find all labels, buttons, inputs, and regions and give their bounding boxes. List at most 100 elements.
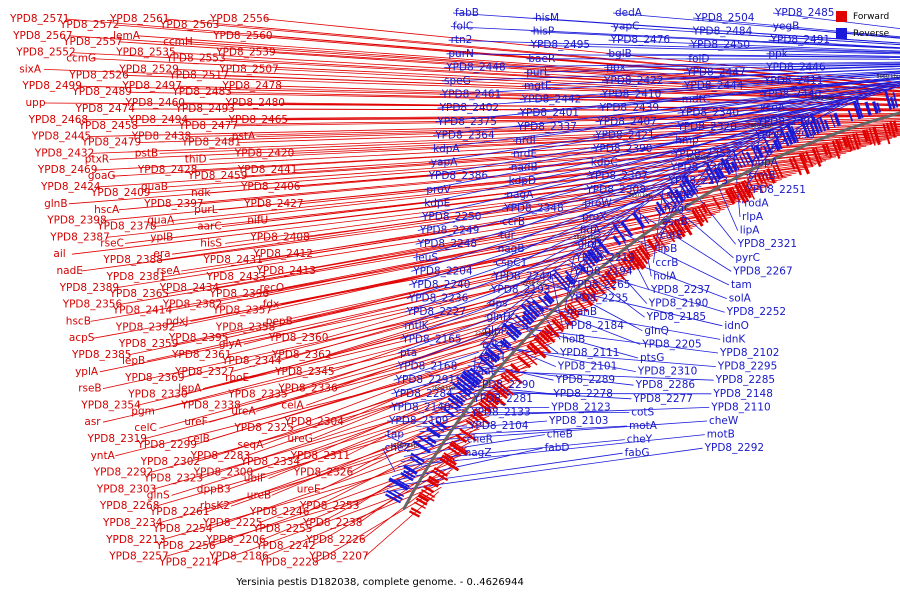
forward-gene-label: YPD8_2327: [174, 366, 234, 378]
forward-gene-label: ureF: [184, 416, 207, 428]
forward-gene-label: YPD8_2552: [15, 47, 75, 59]
reverse-gene-block: [705, 170, 715, 184]
reverse-gene-block: [522, 310, 535, 323]
forward-swatch: [836, 11, 847, 22]
reverse-gene-label: cheR: [467, 434, 493, 446]
forward-gene-block: [582, 290, 591, 300]
reverse-gene-block: [520, 304, 537, 321]
reverse-gene-label: nagZ: [465, 447, 492, 459]
reverse-gene-block: [388, 477, 409, 491]
forward-gene-label: YPD8_2420: [234, 147, 294, 159]
reverse-gene-label: hisP: [533, 26, 554, 38]
reverse-gene-label: hisM: [535, 12, 559, 24]
reverse-gene-block: [847, 109, 854, 122]
reverse-gene-label: fldA: [580, 225, 601, 237]
reverse-gene-label: YPD8_2292: [704, 442, 764, 454]
reverse-leader-line: [433, 82, 900, 136]
forward-gene-block: [585, 288, 598, 303]
reverse-gene-label: kdpE: [424, 197, 450, 209]
reverse-gene-block: [469, 367, 484, 380]
forward-gene-label: YPD8_2358: [215, 321, 275, 333]
forward-gene-block: [646, 238, 657, 251]
reverse-gene-label: manB: [567, 306, 598, 318]
reverse-gene-label: YPD8_2440: [761, 89, 821, 101]
reverse-gene-label: hmp: [675, 134, 699, 146]
forward-gene-block: [634, 247, 649, 265]
reverse-gene-block: [386, 489, 403, 501]
forward-gene-label: YPD8_2225: [202, 517, 262, 529]
forward-leader-line: [158, 428, 480, 524]
forward-gene-block: [700, 203, 708, 214]
forward-gene-label: YPD8_2292: [93, 467, 153, 479]
forward-gene-block: [831, 140, 841, 159]
reverse-gene-label: YPD8_2290: [475, 379, 535, 391]
reverse-leader-line: [564, 264, 725, 313]
reverse-leader-line: [551, 276, 563, 326]
forward-gene-label: YPD8_2238: [302, 517, 362, 529]
legend: Forward Reverse: [836, 8, 900, 42]
reverse-gene-label: rlpA: [742, 211, 764, 223]
reverse-gene-block: [809, 121, 817, 136]
reverse-gene-block: [595, 237, 610, 255]
reverse-gene-block: [772, 139, 781, 151]
reverse-gene-block: [583, 252, 596, 267]
reverse-gene-label: YPD8_2148: [712, 388, 772, 400]
reverse-gene-block: [724, 159, 735, 174]
reverse-gene-block: [612, 223, 627, 242]
forward-gene-block: [746, 178, 755, 191]
reverse-gene-label: YPD8_2307: [588, 170, 648, 182]
forward-leader-line: [327, 255, 653, 356]
reverse-gene-block: [502, 338, 512, 347]
forward-gene-block: [617, 260, 628, 273]
forward-gene-block: [889, 121, 897, 138]
forward-gene-block: [419, 492, 435, 502]
forward-gene-label: YPD8_2382: [162, 299, 222, 311]
reverse-leader-line: [638, 206, 652, 277]
forward-leader-line: [137, 35, 900, 91]
forward-gene-block: [551, 318, 565, 332]
reverse-gene-label: YPD8_2393: [754, 129, 814, 141]
forward-gene-block: [805, 151, 814, 168]
reverse-gene-block: [667, 193, 677, 207]
forward-gene-label: seqA: [238, 439, 265, 451]
forward-gene-label: YPD8_2381: [106, 271, 166, 283]
forward-gene-label: rseA: [157, 265, 181, 277]
reverse-gene-label: aat: [478, 366, 495, 378]
reverse-gene-label: pta: [400, 347, 417, 359]
reverse-gene-label: YPD8_2421: [594, 129, 654, 141]
forward-gene-label: YPD8_2507: [218, 63, 278, 75]
reverse-gene-block: [531, 299, 545, 313]
reverse-gene-block: [409, 456, 423, 466]
forward-gene-label: YPD8_2535: [115, 47, 175, 59]
reverse-gene-label: glnH: [578, 238, 602, 250]
forward-gene-block: [482, 396, 499, 410]
forward-gene-label: YPD8_2441: [237, 164, 297, 176]
forward-gene-label: YPD8_2354: [80, 399, 141, 411]
forward-leader-line: [171, 390, 510, 496]
forward-leader-line: [161, 450, 465, 541]
reverse-gene-label: srmB: [749, 170, 776, 182]
forward-leader-line: [165, 18, 900, 86]
forward-gene-label: YPD8_2345: [274, 366, 334, 378]
forward-gene-label: YPD8_2413: [256, 265, 316, 277]
forward-gene-block: [579, 291, 594, 307]
reverse-gene-block: [393, 490, 405, 498]
forward-gene-block: [421, 488, 436, 498]
forward-gene-block: [798, 153, 811, 175]
forward-gene-label: YPD8_2186: [208, 551, 269, 563]
reverse-gene-block: [816, 119, 823, 133]
reverse-gene-label: YPD8_2281: [472, 393, 532, 405]
forward-gene-label: YPD8_2257: [108, 551, 168, 563]
forward-gene-label: YPD8_2460: [125, 97, 185, 109]
reverse-gene-block: [477, 364, 488, 375]
forward-gene-block: [439, 457, 460, 472]
reverse-leader-line: [486, 234, 602, 304]
forward-gene-label: YPD8_2526: [68, 69, 129, 81]
reverse-gene-block: [785, 122, 797, 144]
reverse-gene-block: [426, 436, 437, 445]
forward-gene-label: celC: [134, 422, 156, 434]
reverse-gene-label: YPD8_2444: [683, 80, 744, 92]
reverse-gene-label: kdpA: [433, 143, 460, 155]
forward-gene-block: [637, 244, 651, 261]
forward-gene-label: YPD8_2561: [109, 13, 169, 25]
